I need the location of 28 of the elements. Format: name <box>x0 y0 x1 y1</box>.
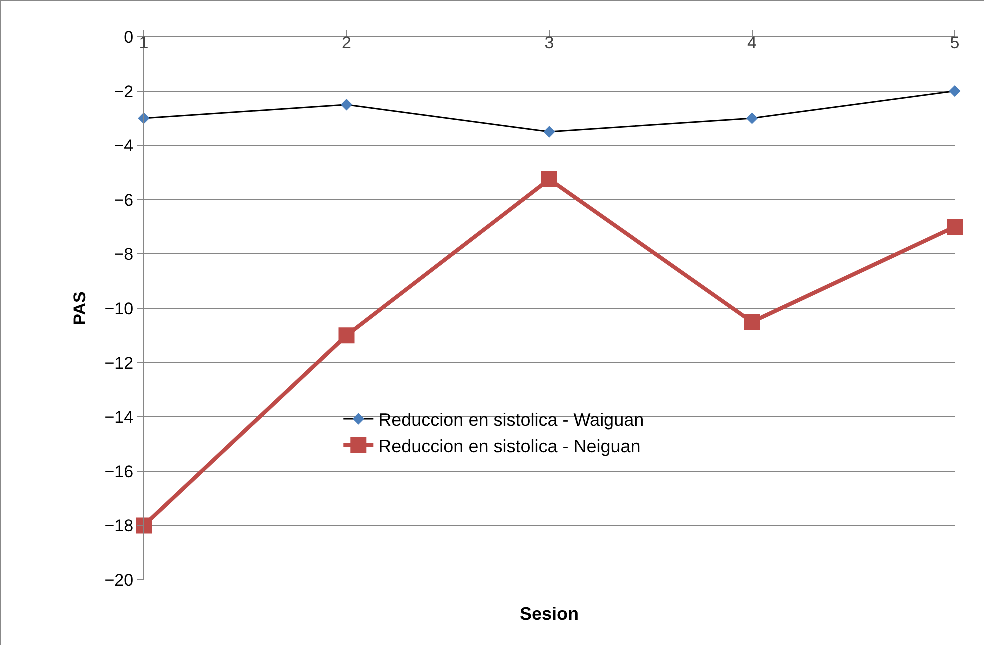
point <box>340 99 353 111</box>
y-tick-label: 0 <box>124 28 134 47</box>
point <box>338 328 355 344</box>
y-tick-label: −2 <box>114 82 134 102</box>
x-tick-label: 3 <box>544 34 554 52</box>
point <box>542 172 558 188</box>
y-tick-label: −6 <box>114 190 134 210</box>
x-tick-label: 2 <box>342 34 352 52</box>
y-tick-label: −12 <box>104 354 134 373</box>
point <box>136 518 152 534</box>
y-tick-label: −20 <box>104 570 134 590</box>
y-tick-label: −8 <box>114 245 134 264</box>
x-tick-label: 5 <box>950 34 960 52</box>
y-tick-label: −16 <box>104 462 134 482</box>
point <box>947 219 963 236</box>
point <box>744 314 760 330</box>
x-axis-title: Sesion <box>520 604 580 624</box>
y-tick-label: −10 <box>104 299 134 318</box>
y-tick-label: −14 <box>104 408 134 428</box>
legend-label: Reduccion en sistolica - Waiguan <box>378 410 644 430</box>
point <box>544 126 556 138</box>
y-tick-label: −4 <box>114 136 134 156</box>
legend-label: Reduccion en sistolica - Neiguan <box>378 436 641 456</box>
y-axis-title: PAS <box>70 292 90 326</box>
y-tick-label: −18 <box>104 516 134 536</box>
x-tick-label: 4 <box>748 34 757 52</box>
point <box>746 112 758 124</box>
point <box>949 85 961 98</box>
